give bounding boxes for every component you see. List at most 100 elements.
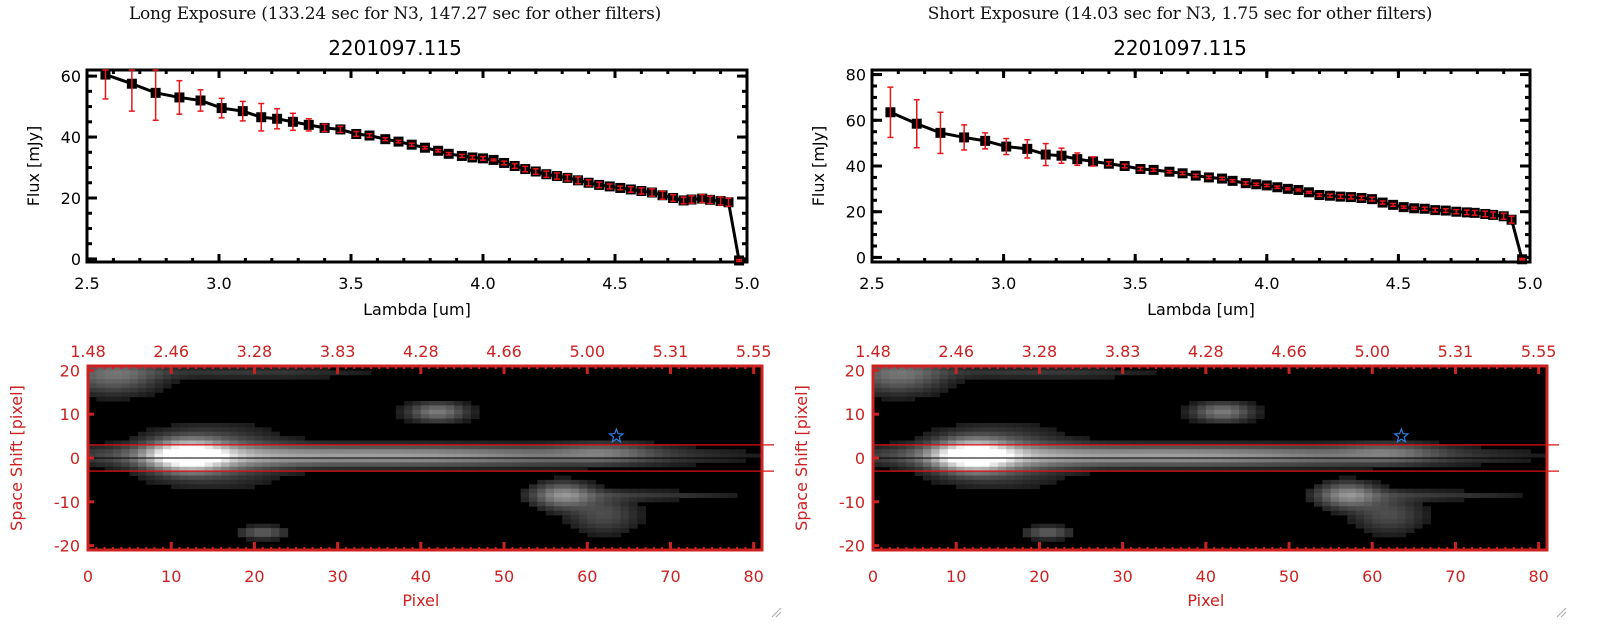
image-pixel xyxy=(873,370,882,376)
image-pixel xyxy=(931,440,941,446)
image-pixel xyxy=(1081,374,1090,380)
image-pixel xyxy=(1380,501,1390,507)
image-pixel xyxy=(1139,444,1149,450)
image-pixel xyxy=(1197,444,1207,450)
image-pixel xyxy=(1447,449,1456,455)
image-pixel xyxy=(1056,462,1065,468)
image-pixel xyxy=(1089,366,1099,371)
image-pixel xyxy=(578,514,588,520)
image-pixel xyxy=(562,497,572,503)
image-pixel xyxy=(462,414,472,420)
image-pixel xyxy=(504,466,513,472)
image-pixel xyxy=(906,453,916,459)
image-pixel xyxy=(881,458,891,463)
image-pixel xyxy=(279,444,289,450)
image-pixel xyxy=(362,458,372,463)
resize-grip-icon[interactable] xyxy=(1555,606,1567,618)
image-pixel xyxy=(320,449,330,455)
image-pixel xyxy=(1380,449,1390,455)
image-pixel xyxy=(1155,444,1165,450)
image-pixel xyxy=(254,444,264,450)
image-pixel xyxy=(1347,501,1357,507)
image-pixel xyxy=(121,392,131,398)
image-pixel xyxy=(229,484,239,490)
image-pixel xyxy=(329,370,339,376)
image-pixel xyxy=(479,444,488,450)
image-pixel xyxy=(1247,401,1257,406)
image-pixel xyxy=(1347,497,1357,503)
image-pixel xyxy=(420,405,430,411)
image-pixel xyxy=(1130,458,1140,463)
image-pixel xyxy=(881,387,891,393)
image-pixel xyxy=(1413,488,1423,494)
image-pixel xyxy=(889,466,899,472)
image-pixel xyxy=(603,497,613,503)
image-pixel xyxy=(196,453,205,459)
image-pixel xyxy=(1405,514,1415,520)
image-pixel xyxy=(162,366,172,371)
image-pixel xyxy=(171,458,181,463)
image-pixel xyxy=(897,462,907,468)
image-pixel xyxy=(1022,436,1032,441)
image-pixel xyxy=(956,366,966,371)
image-pixel xyxy=(212,458,222,463)
image-pixel xyxy=(1189,401,1199,406)
image-pixel xyxy=(1255,440,1265,446)
image-pixel xyxy=(462,449,472,455)
image-pixel xyxy=(237,475,247,481)
image-pixel xyxy=(296,374,305,380)
x-axis-label: Pixel xyxy=(1187,591,1224,610)
image-pixel xyxy=(254,374,264,380)
image-pixel xyxy=(914,453,924,459)
image-pixel xyxy=(587,493,597,498)
image-pixel xyxy=(1355,514,1365,520)
image-pixel xyxy=(212,427,222,433)
image-pixel xyxy=(612,532,622,538)
image-pixel xyxy=(1372,458,1382,463)
image-pixel xyxy=(972,458,982,463)
image-pixel xyxy=(931,466,941,472)
image-pixel xyxy=(1022,532,1032,538)
y-axis-label: Flux [mJy] xyxy=(809,126,828,207)
image-pixel xyxy=(1122,444,1132,450)
image-pixel xyxy=(154,453,164,459)
image-pixel xyxy=(1488,453,1498,459)
image-pixel xyxy=(1072,458,1082,463)
image-pixel xyxy=(437,414,447,420)
image-pixel xyxy=(1039,370,1049,376)
image-pixel xyxy=(246,366,255,371)
image-pixel xyxy=(1347,510,1357,516)
image-pixel xyxy=(296,440,305,446)
image-pixel xyxy=(1114,449,1124,455)
x-tick-label: 70 xyxy=(1445,567,1465,586)
image-pixel xyxy=(395,409,405,415)
top-axis-wavelength-label: 5.00 xyxy=(569,342,605,361)
resize-grip-icon[interactable] xyxy=(770,606,782,618)
image-pixel xyxy=(129,366,139,371)
image-pixel xyxy=(989,458,999,463)
image-pixel xyxy=(1014,453,1024,459)
image-pixel xyxy=(1330,444,1340,450)
image-pixel xyxy=(1247,462,1257,468)
image-pixel xyxy=(1114,370,1124,376)
image-pixel xyxy=(262,528,272,533)
image-pixel xyxy=(1022,471,1032,477)
image-pixel xyxy=(1081,449,1090,455)
y-tick-label: -20 xyxy=(839,537,865,556)
image-pixel xyxy=(1164,458,1174,463)
image-pixel xyxy=(229,458,239,463)
image-pixel xyxy=(1097,440,1107,446)
image-pixel xyxy=(1330,479,1340,485)
image-pixel xyxy=(254,466,264,472)
image-pixel xyxy=(1388,449,1398,455)
image-pixel xyxy=(429,418,438,424)
image-pixel xyxy=(1006,458,1015,463)
image-pixel xyxy=(620,519,630,525)
image-pixel xyxy=(620,440,630,446)
image-pixel xyxy=(1280,440,1290,446)
x-tick-label: 3.0 xyxy=(991,274,1016,293)
image-pixel xyxy=(212,374,222,380)
image-pixel xyxy=(1430,497,1440,503)
image-pixel xyxy=(187,471,197,477)
image-pixel xyxy=(229,374,239,380)
